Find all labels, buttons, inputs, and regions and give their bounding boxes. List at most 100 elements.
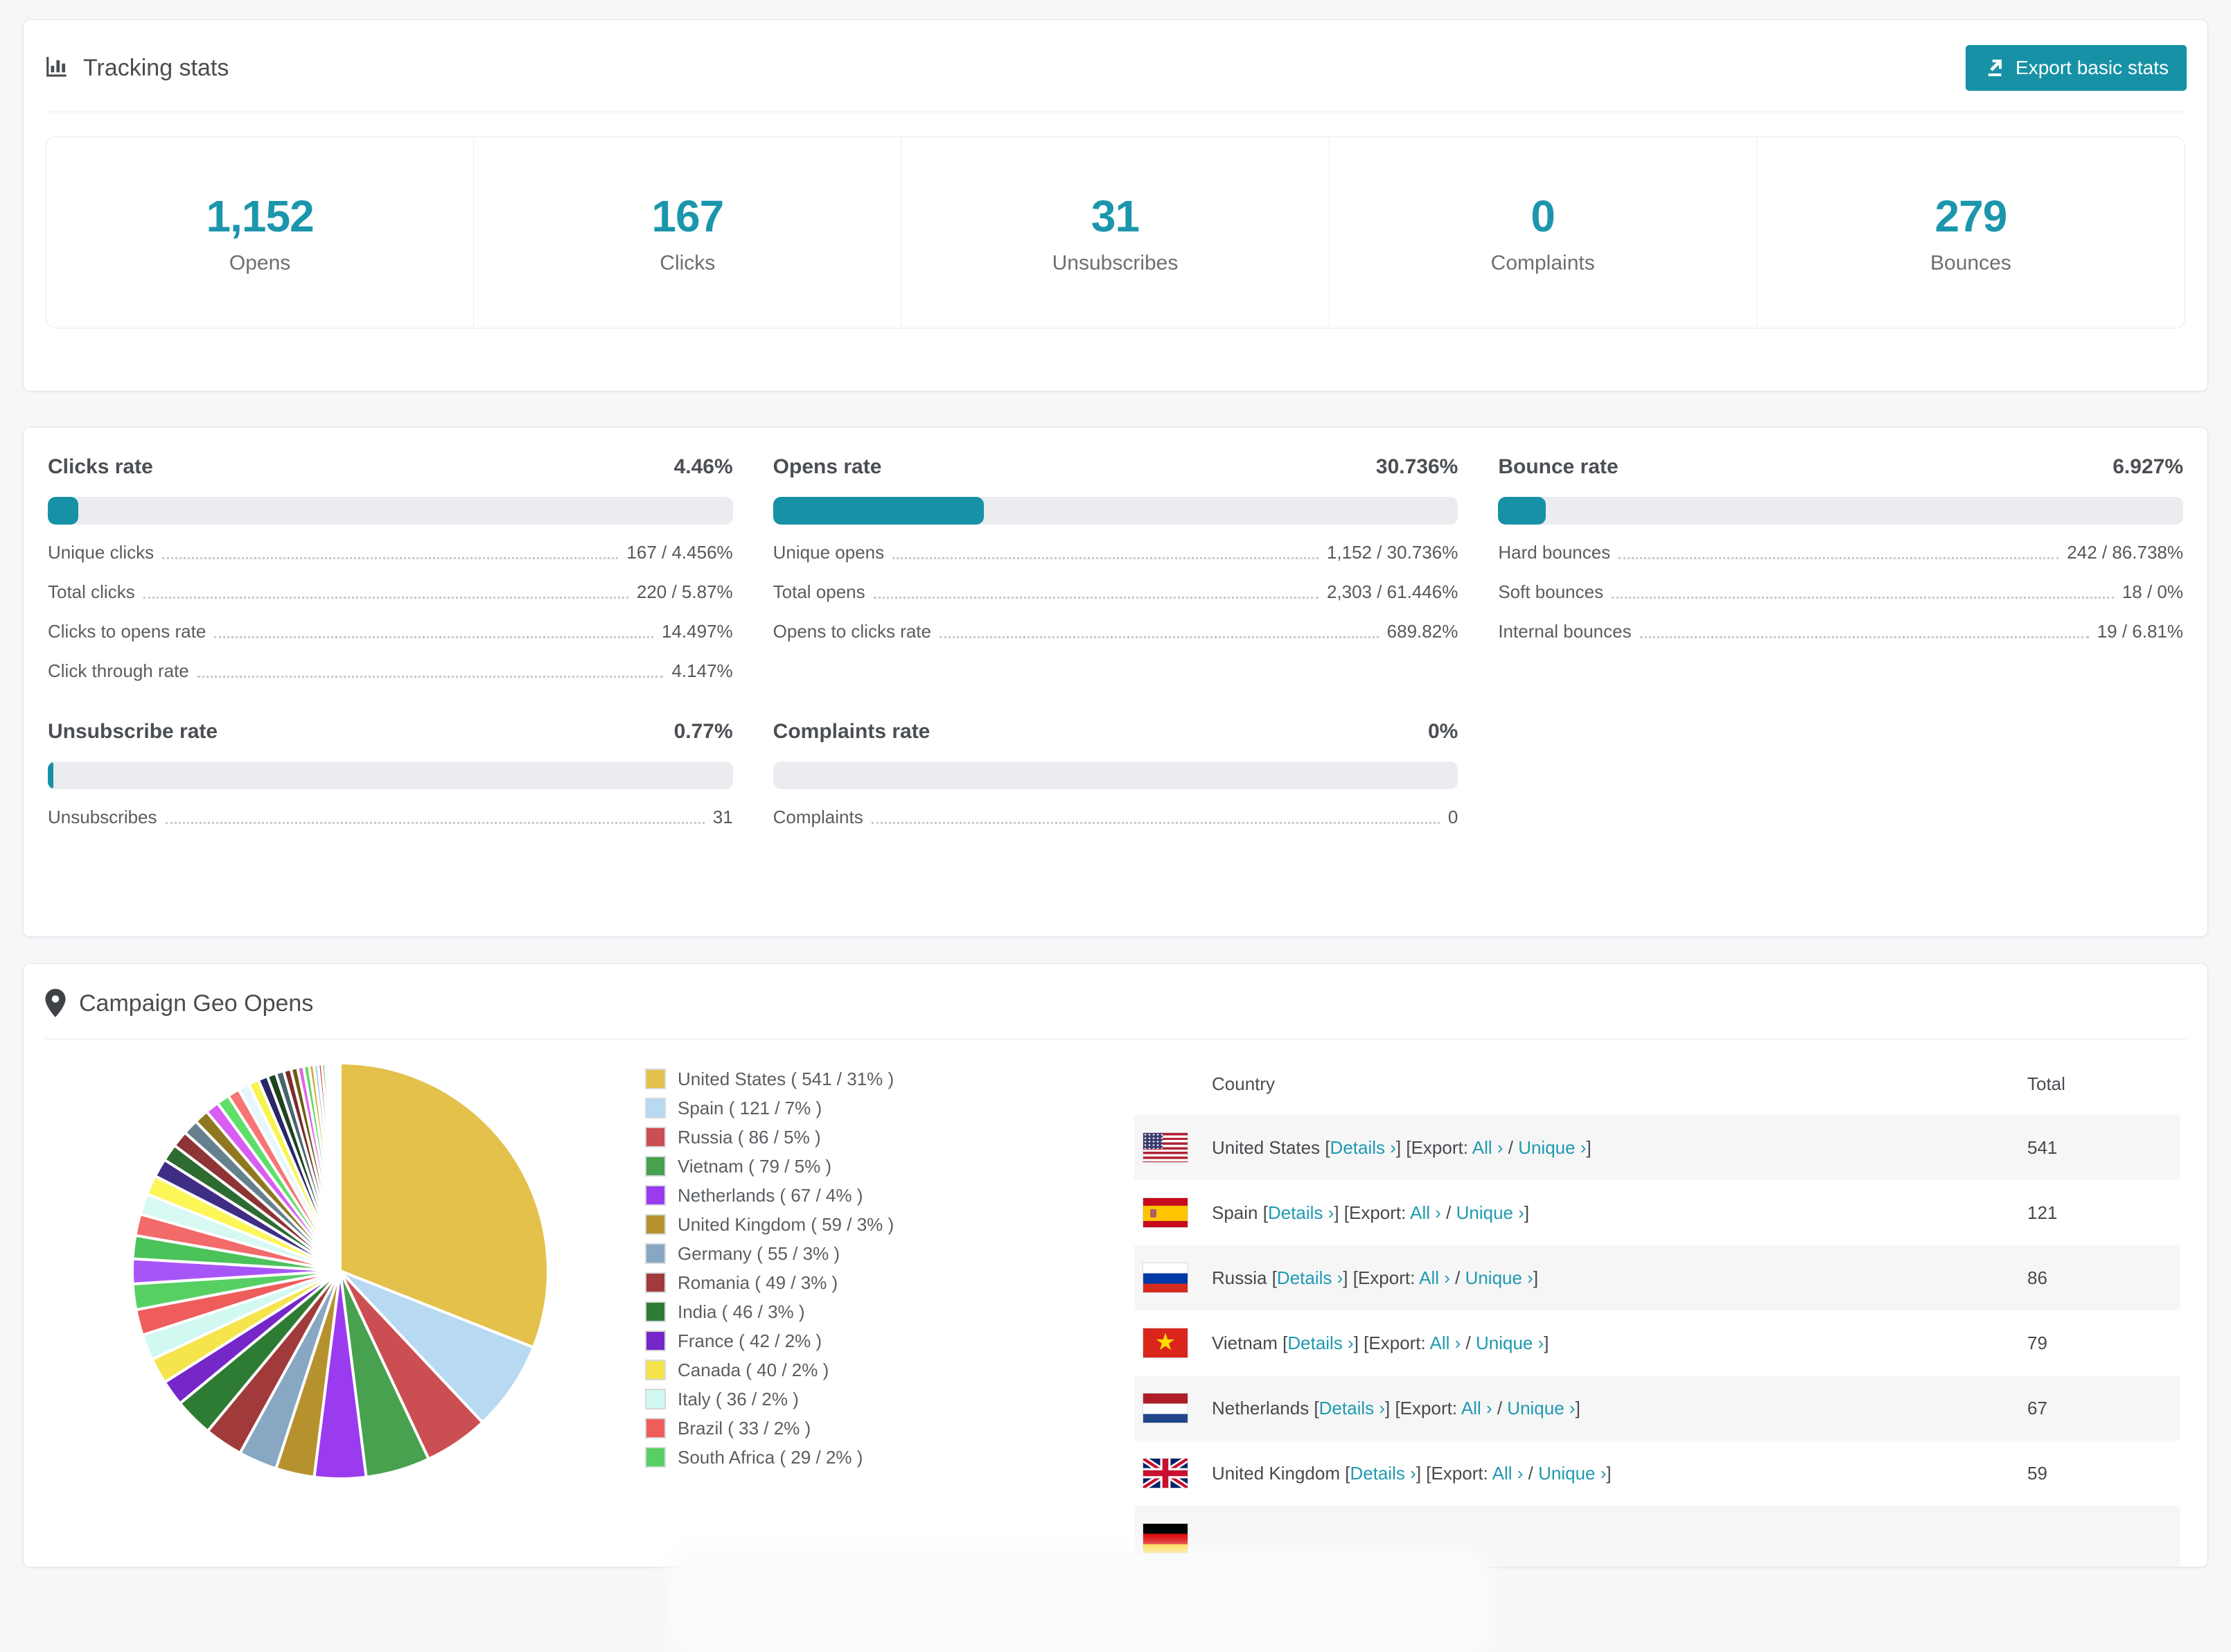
export-all-link-nl[interactable]: All › — [1461, 1397, 1492, 1418]
export-all-link-us[interactable]: All › — [1472, 1136, 1504, 1158]
details-link-vn[interactable]: Details › — [1287, 1332, 1354, 1353]
legend-swatch — [645, 1156, 666, 1177]
legend-swatch — [645, 1272, 666, 1293]
rate-value: 6.927% — [2113, 455, 2183, 478]
stat-label: Bounces — [1930, 251, 2011, 274]
rate-title: Unsubscribe rate — [48, 720, 218, 743]
flag-icon-gb — [1143, 1458, 1188, 1488]
export-unique-link-nl[interactable]: Unique › — [1507, 1397, 1576, 1418]
rate-row-label: Clicks to opens rate — [48, 621, 206, 642]
details-link-us[interactable]: Details › — [1330, 1136, 1396, 1158]
rate-value: 30.736% — [1375, 455, 1458, 478]
dotted-leader — [197, 676, 664, 678]
legend-item-india[interactable]: India ( 46 / 3% ) — [645, 1297, 894, 1326]
legend-item-netherlands[interactable]: Netherlands ( 67 / 4% ) — [645, 1181, 894, 1210]
export-unique-link-gb[interactable]: Unique › — [1538, 1462, 1607, 1484]
legend-swatch — [645, 1418, 666, 1439]
rate-progress-fill — [48, 762, 53, 789]
export-unique-link-ru[interactable]: Unique › — [1465, 1267, 1533, 1288]
rate-row: Complaints 0 — [773, 806, 1458, 829]
legend-swatch — [645, 1447, 666, 1468]
dotted-leader — [143, 597, 628, 599]
rate-row: Unsubscribes 31 — [48, 806, 733, 829]
legend-item-russia[interactable]: Russia ( 86 / 5% ) — [645, 1123, 894, 1152]
rate-rows: Unique clicks 167 / 4.456% Total clicks 220… — [48, 541, 733, 683]
rate-row-label: Total clicks — [48, 581, 135, 602]
legend-label: Italy ( 36 / 2% ) — [678, 1388, 799, 1409]
dotted-leader — [873, 597, 1319, 599]
legend-label: Brazil ( 33 / 2% ) — [678, 1417, 811, 1439]
rate-progress-bar — [773, 497, 1458, 525]
export-all-link-ru[interactable]: All › — [1419, 1267, 1450, 1288]
rate-value: 0.77% — [673, 720, 733, 743]
rate-row-value: 18 / 0% — [2122, 581, 2183, 602]
legend-label: South Africa ( 29 / 2% ) — [678, 1446, 863, 1468]
stat-cell-complaints: 0 Complaints — [1330, 137, 1757, 328]
rates-card: Clicks rate 4.46% Unique clicks 167 / 4.456… — [23, 427, 2208, 937]
legend-swatch — [645, 1069, 666, 1089]
rate-row-label: Unsubscribes — [48, 807, 157, 827]
geo-table-header-total: Total — [2027, 1073, 2065, 1094]
total-cell: 121 — [2027, 1202, 2058, 1223]
export-basic-stats-label: Export basic stats — [2016, 57, 2169, 78]
legend-item-spain[interactable]: Spain ( 121 / 7% ) — [645, 1093, 894, 1123]
rate-row-value: 220 / 5.87% — [636, 581, 733, 602]
rate-row-label: Opens to clicks rate — [773, 621, 931, 642]
legend-item-canada[interactable]: Canada ( 40 / 2% ) — [645, 1355, 894, 1385]
rate-row-value: 14.497% — [662, 621, 733, 642]
legend-label: India ( 46 / 3% ) — [678, 1301, 805, 1322]
dotted-leader — [892, 557, 1319, 559]
stat-label: Unsubscribes — [1052, 251, 1179, 274]
rate-row: Clicks to opens rate 14.497% — [48, 620, 733, 643]
legend-item-united-states[interactable]: United States ( 541 / 31% ) — [645, 1064, 894, 1093]
legend-item-romania[interactable]: Romania ( 49 / 3% ) — [645, 1268, 894, 1297]
rate-row: Click through rate 4.147% — [48, 660, 733, 683]
export-basic-stats-button[interactable]: Export basic stats — [1966, 45, 2187, 91]
legend-label: France ( 42 / 2% ) — [678, 1330, 822, 1351]
rate-row-label: Unique opens — [773, 542, 885, 563]
legend-swatch — [645, 1243, 666, 1264]
legend-item-italy[interactable]: Italy ( 36 / 2% ) — [645, 1385, 894, 1414]
legend-item-vietnam[interactable]: Vietnam ( 79 / 5% ) — [645, 1152, 894, 1181]
export-all-link-vn[interactable]: All › — [1429, 1332, 1461, 1353]
rate-row-value: 19 / 6.81% — [2097, 621, 2183, 642]
export-unique-link-vn[interactable]: Unique › — [1476, 1332, 1544, 1353]
rate-progress-fill — [1498, 497, 1546, 525]
legend-swatch — [645, 1301, 666, 1322]
legend-swatch — [645, 1360, 666, 1380]
legend-item-france[interactable]: France ( 42 / 2% ) — [645, 1326, 894, 1355]
details-link-es[interactable]: Details › — [1267, 1202, 1334, 1223]
rate-block-complaints-rate: Complaints rate 0% Complaints 0 — [773, 720, 1458, 829]
legend-label: Vietnam ( 79 / 5% ) — [678, 1155, 832, 1177]
rate-row: Unique clicks 167 / 4.456% — [48, 541, 733, 564]
tracking-stats-card: Tracking stats Export basic stats 1,152 O… — [23, 19, 2208, 392]
legend-item-united-kingdom[interactable]: United Kingdom ( 59 / 3% ) — [645, 1210, 894, 1239]
legend-label: Spain ( 121 / 7% ) — [678, 1097, 822, 1118]
legend-swatch — [645, 1389, 666, 1409]
rate-block-bounce-rate: Bounce rate 6.927% Hard bounces 242 / 86.73… — [1498, 455, 2183, 683]
rate-row-value: 31 — [712, 807, 733, 827]
rates-grid: Clicks rate 4.46% Unique clicks 167 / 4.456… — [48, 455, 2183, 829]
export-unique-link-es[interactable]: Unique › — [1456, 1202, 1524, 1223]
details-link-nl[interactable]: Details › — [1319, 1397, 1386, 1418]
legend-item-brazil[interactable]: Brazil ( 33 / 2% ) — [645, 1414, 894, 1443]
export-unique-link-us[interactable]: Unique › — [1518, 1136, 1587, 1158]
stat-label: Opens — [229, 251, 291, 274]
geo-table-row-us: United States [Details ›] [Export: All ›… — [1134, 1115, 2180, 1180]
rate-row-value: 242 / 86.738% — [2067, 542, 2183, 563]
export-all-link-gb[interactable]: All › — [1492, 1462, 1524, 1484]
rate-row: Internal bounces 19 / 6.81% — [1498, 620, 2183, 643]
geo-table-row-es: Spain [Details ›] [Export: All › / Uniqu… — [1134, 1180, 2180, 1245]
details-link-gb[interactable]: Details › — [1350, 1462, 1416, 1484]
pie-slice-spain — [339, 1269, 536, 1425]
rate-rows: Hard bounces 242 / 86.738% Soft bounces 18 … — [1498, 541, 2183, 643]
legend-item-south-africa[interactable]: South Africa ( 29 / 2% ) — [645, 1443, 894, 1472]
rate-title: Clicks rate — [48, 455, 153, 478]
legend-item-germany[interactable]: Germany ( 55 / 3% ) — [645, 1239, 894, 1268]
rate-row: Unique opens 1,152 / 30.736% — [773, 541, 1458, 564]
country-cell: United Kingdom [Details ›] [Export: All … — [1212, 1462, 1612, 1484]
rate-row: Hard bounces 242 / 86.738% — [1498, 541, 2183, 564]
details-link-ru[interactable]: Details › — [1276, 1267, 1343, 1288]
export-all-link-es[interactable]: All › — [1410, 1202, 1441, 1223]
flag-icon-es — [1143, 1197, 1188, 1228]
